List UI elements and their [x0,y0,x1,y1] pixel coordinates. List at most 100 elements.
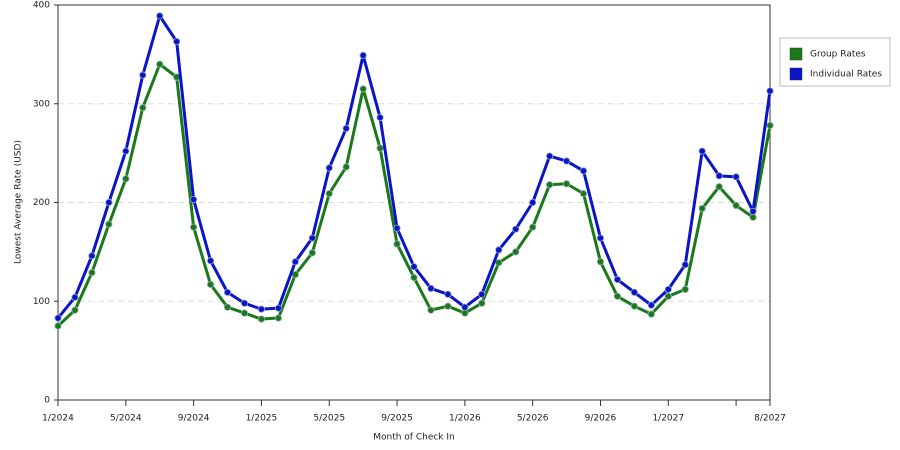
data-point [698,204,706,213]
data-point [393,224,401,232]
data-point [681,285,689,293]
data-point [461,303,469,311]
data-point [274,314,282,322]
data-point [223,288,232,296]
data-point [54,322,62,330]
data-point [495,246,503,254]
data-point [647,310,655,318]
data-point [122,175,130,183]
data-point [105,220,113,228]
data-point [410,263,418,271]
data-point [630,302,638,310]
data-point [88,252,96,260]
plot-frame [57,4,771,401]
data-point [427,284,435,293]
data-point [546,152,554,160]
data-point [732,173,740,181]
x-tick-label: 5/2026 [517,414,549,424]
data-point [156,12,164,20]
data-point [308,249,316,257]
data-point [156,60,164,68]
data-point [342,163,350,171]
data-point [766,87,774,95]
data-point [240,309,249,317]
data-point [359,85,367,93]
legend-label: Individual Rates [810,70,882,80]
data-point [562,157,571,165]
data-point [325,164,333,172]
data-point [257,315,266,323]
data-point [308,234,316,242]
legend-label: Group Rates [810,50,866,60]
data-point [342,124,350,133]
data-point [749,213,757,221]
data-point [190,195,198,204]
data-point [393,240,401,248]
data-point [376,144,384,152]
x-tick-label: 8/2027 [754,414,786,424]
x-axis-label: Month of Check In [373,433,455,443]
data-point [546,181,554,189]
data-point [478,290,486,298]
data-point [71,306,79,314]
data-point [461,309,469,317]
data-point [749,207,757,215]
data-point [173,37,181,46]
data-point [291,270,299,279]
y-axis-label: Lowest Average Rate (USD) [14,140,24,264]
x-tick-label: 1/2027 [652,414,684,424]
x-tick-label: 1/2025 [246,414,278,424]
data-point [647,301,655,309]
data-point [410,273,418,282]
data-point [613,275,622,284]
data-point [88,269,96,277]
x-tick-label: 1/2026 [449,414,481,424]
data-point [529,223,537,231]
data-point [71,293,79,301]
data-point [291,258,299,266]
data-point [512,248,520,256]
data-point [732,201,740,210]
data-point [139,71,147,79]
y-tick-label: 0 [44,396,50,406]
data-point [495,259,503,267]
data-point [478,299,486,307]
data-point [630,288,638,296]
data-point [54,314,62,322]
y-tick-label: 100 [33,297,50,307]
data-point [596,258,605,266]
data-point [444,302,452,310]
data-point [122,147,130,155]
data-point [715,172,723,180]
data-point [562,180,571,188]
legend-swatch [789,67,803,81]
x-tick-label: 9/2026 [585,414,617,424]
data-point [105,198,113,207]
x-tick-label: 9/2024 [178,414,210,424]
data-point [240,299,249,307]
data-point [715,183,723,191]
data-point [664,292,672,300]
data-point [681,261,689,269]
data-point [512,225,520,233]
y-tick-label: 300 [33,99,50,109]
data-point [274,304,282,312]
data-point [325,190,333,198]
x-tick-label: 1/2024 [42,414,74,424]
data-point [376,113,384,122]
y-tick-label: 400 [33,1,50,11]
y-tick-label: 200 [33,198,50,208]
data-point [613,292,622,300]
data-point [579,190,588,198]
data-point [223,303,232,311]
data-point [139,104,147,112]
data-point [698,147,706,155]
data-point [190,223,198,231]
data-point [444,290,452,298]
data-point [257,305,266,313]
data-point [579,167,588,175]
data-point [427,306,435,314]
x-tick-label: 5/2024 [110,414,142,424]
